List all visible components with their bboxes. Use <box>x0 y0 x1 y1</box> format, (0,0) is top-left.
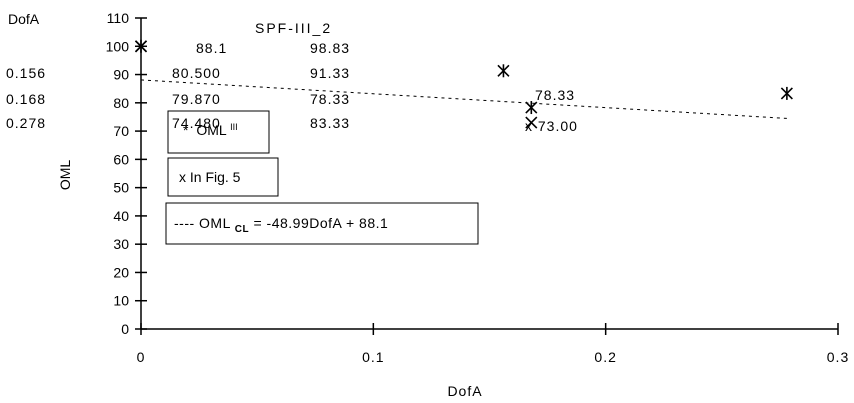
table-header: DofA <box>8 11 40 27</box>
y-tick-label: 60 <box>113 151 129 167</box>
y-tick-label: 50 <box>113 180 129 196</box>
y-tick-label: 90 <box>113 67 129 83</box>
regression-line-group <box>140 79 787 119</box>
table-row-2-col2: 79.870 <box>172 91 221 107</box>
legend-oml-main: OML <box>196 122 227 138</box>
annotation-73-00: x 73.00 <box>525 118 578 134</box>
legend-box-line <box>165 202 479 245</box>
annotation-78-33: 78.33 <box>535 87 575 103</box>
oml-point <box>497 64 510 78</box>
table-row-3-col2: 74.480 <box>172 115 221 131</box>
data-points <box>134 39 793 129</box>
oml-point <box>780 86 793 100</box>
legend-line-prefix: ---- OML <box>174 215 231 231</box>
legend-oml-label: * OML III <box>183 122 238 138</box>
legend-oml-sup: III <box>230 122 238 132</box>
x-tick-label: 0.1 <box>362 349 384 365</box>
legend-box-oml <box>167 110 270 154</box>
y-tick-label: 30 <box>113 236 129 252</box>
fig5-point <box>134 40 148 53</box>
y-tick-label: 100 <box>106 38 130 54</box>
table-row-1-col3: 91.33 <box>310 65 350 81</box>
fig5-point <box>525 116 538 129</box>
y-tick-label: 20 <box>113 264 129 280</box>
legend-line-label: ---- OML CL = -48.99DofA + 88.1 <box>174 215 388 235</box>
y-tick-label: 10 <box>113 293 129 309</box>
legend: * OML III x In Fig. 5 ---- OML CL = -48.… <box>165 110 479 245</box>
table-row-1-col1: 0.156 <box>6 65 46 81</box>
y-tick-label: 80 <box>113 95 129 111</box>
oml-point <box>525 101 538 115</box>
table-row-3-col3: 83.33 <box>310 115 350 131</box>
table-row-2-col3: 78.33 <box>310 91 350 107</box>
y-tick-label: 40 <box>113 208 129 224</box>
legend-fig5-label: x In Fig. 5 <box>179 169 241 185</box>
x-tick-label: 0.2 <box>594 349 616 365</box>
table-row-2-col1: 0.168 <box>6 91 46 107</box>
chart-title: SPF-III_2 <box>255 20 332 36</box>
x-tick-label: 0.3 <box>827 349 849 365</box>
table-first-col2: 88.1 <box>196 40 227 56</box>
table-first-col3: 98.83 <box>310 40 350 56</box>
legend-line-suffix: = -48.99DofA + 88.1 <box>253 215 388 231</box>
table-row-1-col2: 80.500 <box>172 65 221 81</box>
legend-line-sub: CL <box>235 224 249 235</box>
regression-line <box>140 79 787 119</box>
x-tick-label: 0 <box>137 349 146 365</box>
legend-box-fig5 <box>167 157 279 197</box>
y-ticks: 0 10 20 30 40 50 60 70 80 100 110 90 <box>106 10 147 337</box>
x-ticks: 0 0.1 0.2 0.3 <box>137 323 849 365</box>
y-tick-label: 0 <box>121 321 129 337</box>
y-axis-label: OML <box>57 160 73 191</box>
y-tick-label: 110 <box>107 10 130 26</box>
legend-oml-prefix: * <box>183 122 189 138</box>
x-axis-label: DofA <box>447 383 482 399</box>
y-tick-label: 70 <box>113 123 129 139</box>
table-row-3-col1: 0.278 <box>6 115 46 131</box>
